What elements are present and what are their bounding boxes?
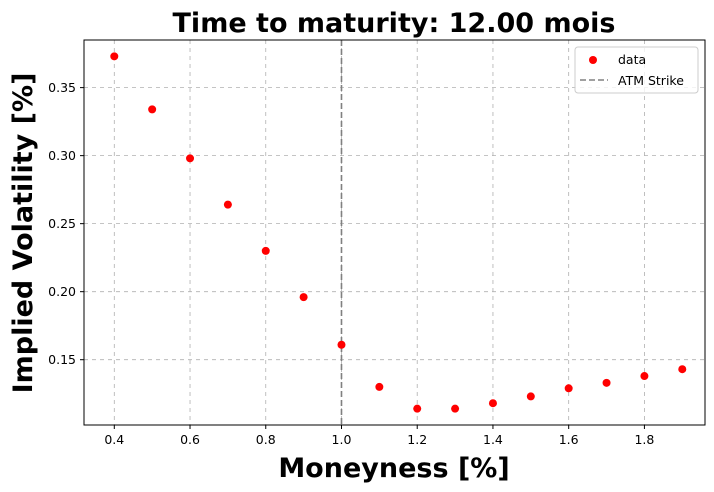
data-point <box>337 340 346 349</box>
x-tick-label: 1.0 <box>332 432 352 447</box>
y-tick-label: 0.15 <box>48 352 76 367</box>
data-point <box>375 382 384 391</box>
legend-atm-label: ATM Strike <box>618 73 684 88</box>
y-axis-label: Implied Volatility [%] <box>8 73 39 394</box>
data-point <box>640 372 649 381</box>
x-tick-label: 0.6 <box>180 432 200 447</box>
data-point <box>413 404 422 413</box>
data-point <box>223 200 232 209</box>
chart-title: Time to maturity: 12.00 mois <box>173 8 616 39</box>
data-point <box>148 105 157 114</box>
x-tick-label: 1.8 <box>634 432 654 447</box>
x-tick-label: 0.4 <box>104 432 124 447</box>
data-point <box>451 404 460 413</box>
data-point <box>299 293 308 302</box>
x-tick-label: 0.8 <box>256 432 276 447</box>
x-axis-ticks: 0.4 0.6 0.8 1.0 1.2 1.4 1.6 1.8 <box>104 425 654 447</box>
y-tick-label: 0.35 <box>48 80 76 95</box>
plot-frame <box>83 39 706 426</box>
y-tick-label: 0.25 <box>48 216 76 231</box>
data-points <box>110 52 687 413</box>
x-tick-label: 1.6 <box>559 432 579 447</box>
y-tick-label: 0.30 <box>48 148 76 163</box>
data-point <box>186 154 195 163</box>
data-point <box>110 52 119 61</box>
legend-data-label: data <box>618 52 646 67</box>
x-tick-label: 1.4 <box>483 432 503 447</box>
legend-data-marker <box>589 56 597 64</box>
data-point <box>488 399 497 408</box>
data-point <box>602 378 611 387</box>
x-axis-label: Moneyness [%] <box>278 453 509 484</box>
data-point <box>678 365 687 374</box>
data-point <box>261 246 270 255</box>
data-point <box>526 392 535 401</box>
y-axis-ticks: 0.15 0.20 0.25 0.30 0.35 <box>48 80 84 367</box>
x-tick-label: 1.2 <box>407 432 427 447</box>
data-point <box>564 384 573 393</box>
legend-box <box>574 46 699 94</box>
y-tick-label: 0.20 <box>48 284 76 299</box>
legend: data ATM Strike <box>574 46 699 94</box>
